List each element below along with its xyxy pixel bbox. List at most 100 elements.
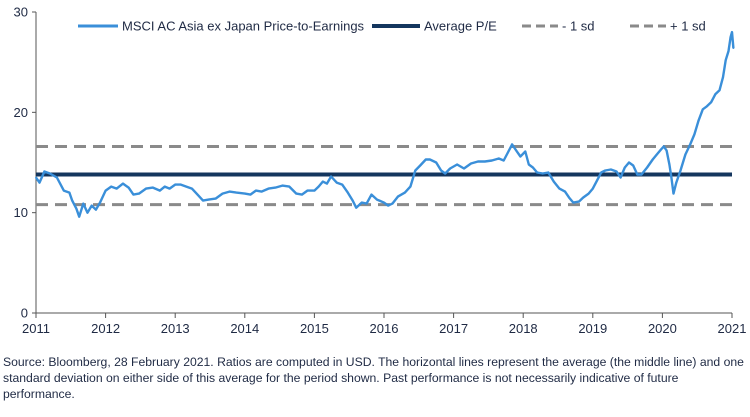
pe-data-point xyxy=(684,153,687,156)
pe-data-point xyxy=(732,47,735,49)
pe-data-point xyxy=(122,182,124,185)
pe-data-point xyxy=(404,191,406,194)
axes: 0 10 20 30 2011 2012 2013 2014 2015 2016 2017 2018 2… xyxy=(14,5,747,337)
pe-data-point xyxy=(596,179,598,182)
pe-data-point xyxy=(267,187,270,190)
pe-data-point xyxy=(444,172,447,175)
pe-data-point xyxy=(724,59,727,62)
pe-data-point xyxy=(727,50,730,52)
x-tick-label: 2014 xyxy=(230,321,259,336)
pe-data-point xyxy=(159,189,161,192)
pe-data-point xyxy=(163,185,166,188)
pe-data-point xyxy=(600,171,603,174)
pe-data-point xyxy=(718,89,721,92)
pe-data-point xyxy=(95,208,97,211)
pe-data-point xyxy=(168,187,171,190)
pe-data-point xyxy=(90,204,93,207)
x-tick-label: 2012 xyxy=(91,321,120,336)
y-tick-label: 30 xyxy=(14,5,28,20)
pe-data-point xyxy=(387,204,390,207)
pe-data-point xyxy=(587,192,590,195)
pe-data-point xyxy=(82,202,85,205)
pe-data-point xyxy=(68,191,71,194)
pe-data-point xyxy=(138,192,140,195)
pe-data-point xyxy=(341,183,344,186)
pe-data-point xyxy=(568,196,570,199)
pe-data-point xyxy=(651,158,654,161)
pe-data-point xyxy=(502,159,505,162)
pe-data-point xyxy=(221,192,224,195)
pe-chart: 0 10 20 30 2011 2012 2013 2014 2015 2016 2017 2018 2… xyxy=(14,5,747,337)
pe-data-point xyxy=(185,185,188,188)
pe-data-point xyxy=(623,166,626,169)
pe-data-point xyxy=(662,145,665,148)
pe-data-point xyxy=(636,173,639,176)
x-tick-label: 2020 xyxy=(648,321,677,336)
pe-data-point xyxy=(228,190,231,193)
legend-label: MSCI AC Asia ex Japan Price-to-Earnings xyxy=(122,19,365,34)
pe-data-point xyxy=(591,187,594,190)
pe-data-point xyxy=(35,176,37,179)
pe-data-point xyxy=(274,186,277,189)
pe-data-point xyxy=(288,185,291,188)
pe-data-point xyxy=(313,189,316,192)
pe-data-point xyxy=(660,148,662,151)
pe-ratio-line xyxy=(35,30,735,218)
legend-label: Average P/E xyxy=(424,19,497,34)
pe-data-point xyxy=(582,196,584,199)
pe-data-point xyxy=(306,189,309,192)
pe-data-point xyxy=(38,181,41,184)
pe-data-point xyxy=(511,143,513,146)
legend-label: - 1 sd xyxy=(562,19,595,34)
pe-data-point xyxy=(370,193,373,196)
pe-data-point xyxy=(196,193,199,196)
pe-data-point xyxy=(515,149,518,152)
pe-data-point xyxy=(731,31,733,33)
x-tick-label: 2013 xyxy=(161,321,190,336)
x-tick-label: 2011 xyxy=(22,321,50,336)
pe-data-point xyxy=(78,215,81,218)
pe-data-point xyxy=(235,191,238,194)
pe-data-point xyxy=(281,184,284,187)
pe-data-point xyxy=(449,167,451,170)
pe-data-point xyxy=(75,207,78,210)
pe-data-point xyxy=(207,198,210,201)
pe-data-point xyxy=(491,159,493,162)
pe-data-point xyxy=(335,181,338,184)
pe-data-point xyxy=(552,180,555,183)
pe-data-point xyxy=(532,166,534,169)
legend-label: + 1 sd xyxy=(670,19,706,34)
pe-data-point xyxy=(110,185,113,188)
pe-data-point xyxy=(71,199,74,202)
pe-data-point xyxy=(351,199,354,202)
pe-chart-svg: 0 10 20 30 2011 2012 2013 2014 2015 2016 2017 2018 2… xyxy=(14,5,747,337)
pe-data-point xyxy=(99,201,101,204)
pe-data-point xyxy=(714,93,717,96)
pe-data-point xyxy=(301,193,303,196)
pe-data-point xyxy=(564,190,566,193)
x-tick-label: 2016 xyxy=(370,321,399,336)
pe-data-point xyxy=(604,169,607,172)
pe-data-point xyxy=(376,198,378,201)
pe-data-point xyxy=(507,151,509,154)
pe-data-point xyxy=(330,175,332,178)
pe-data-point xyxy=(572,201,575,204)
pe-data-point xyxy=(541,172,544,175)
pe-data-point xyxy=(360,201,363,204)
x-tick-label: 2021 xyxy=(718,321,747,336)
pe-data-point xyxy=(477,160,479,163)
pe-data-point xyxy=(391,202,394,205)
pe-data-point xyxy=(115,187,118,190)
pe-data-point xyxy=(317,185,320,188)
pe-data-point xyxy=(355,206,358,209)
pe-data-point xyxy=(610,168,612,171)
pe-data-point xyxy=(414,169,417,172)
pe-data-point xyxy=(214,197,217,200)
pe-data-point xyxy=(429,158,431,161)
pe-data-point xyxy=(321,180,324,183)
x-tick-label: 2018 xyxy=(509,321,538,336)
series-lines xyxy=(35,30,735,218)
pe-data-point xyxy=(668,163,671,166)
x-tick-label: 2017 xyxy=(439,321,468,336)
pe-data-point xyxy=(463,167,465,170)
